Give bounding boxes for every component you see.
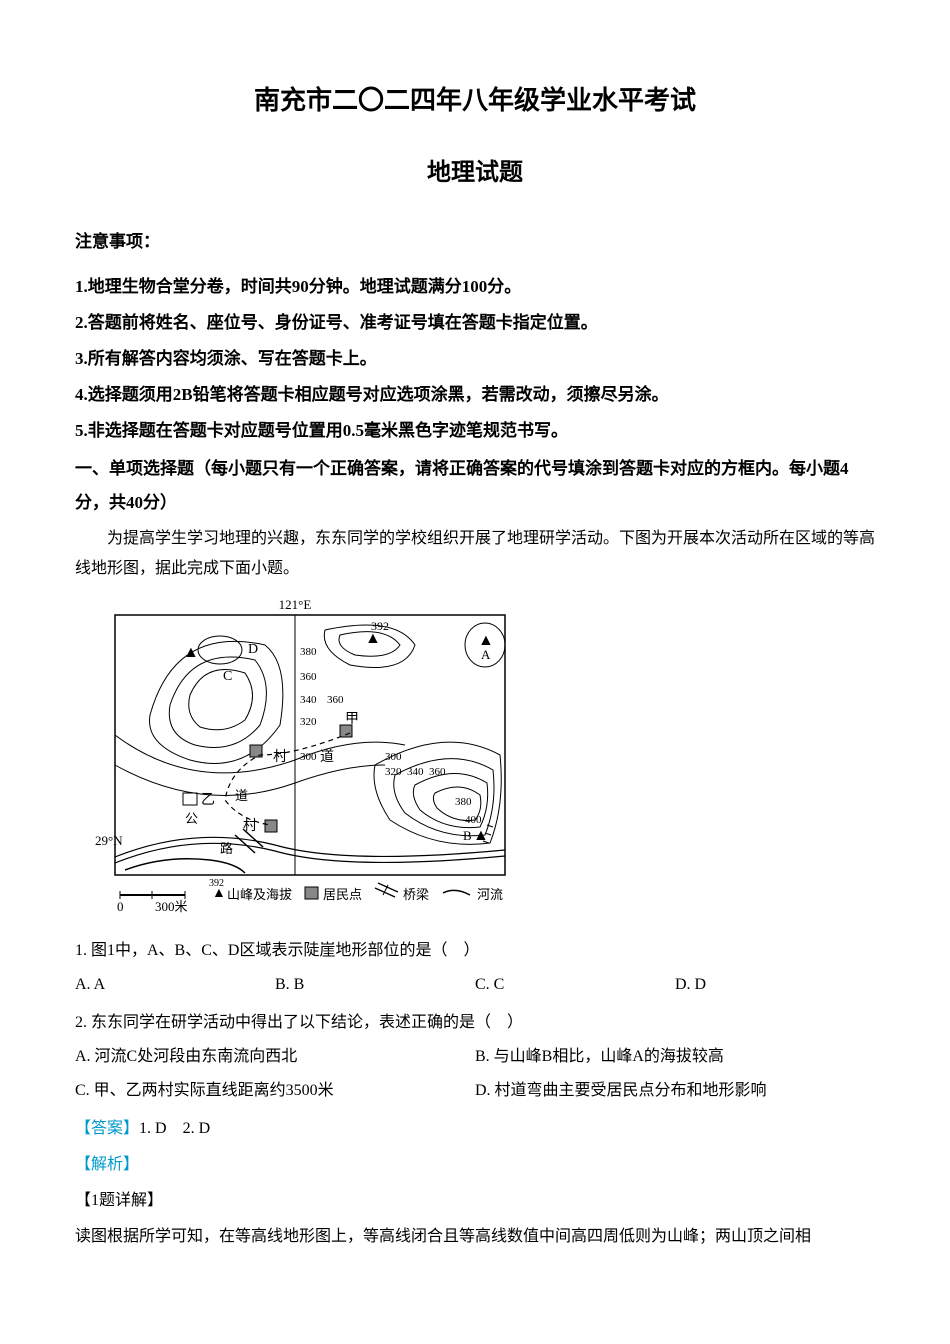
svg-text:村: 村: [273, 749, 287, 765]
svg-text:道: 道: [320, 749, 334, 765]
answer-label: 【答案】: [75, 1120, 139, 1137]
svg-text:360: 360: [300, 671, 317, 683]
question-2: 2. 东东同学在研学活动中得出了以下结论，表述正确的是（ ）: [75, 1007, 875, 1039]
section-header: 一、单项选择题（每小题只有一个正确答案，请将正确答案的代号填涂到答题卡对应的方框…: [75, 452, 875, 520]
svg-text:▲: ▲: [183, 644, 199, 661]
answer-line: 【答案】1. D 2. D: [75, 1113, 875, 1145]
svg-text:山峰及海拔: 山峰及海拔: [227, 887, 292, 902]
svg-text:300: 300: [300, 751, 317, 763]
label-A: A: [481, 647, 491, 662]
notice-5: 5.非选择题在答题卡对应题号位置用0.5毫米黑色字迹笔规范书写。: [75, 414, 875, 448]
svg-text:路: 路: [220, 841, 233, 856]
lon-label: 121°E: [279, 597, 312, 612]
explanation-text: 读图根据所学可知，在等高线地形图上，等高线闭合且等高线数值中间高四周低则为山峰；…: [75, 1221, 875, 1253]
svg-text:340: 340: [407, 766, 424, 778]
svg-text:392: 392: [209, 878, 224, 889]
q1-options: A. A B. B C. C D. D: [75, 969, 875, 1001]
notice-4: 4.选择题须用2B铅笔将答题卡相应题号对应选项涂黑，若需改动，须擦尽另涂。: [75, 378, 875, 412]
label-D: D: [248, 642, 258, 657]
answer-text: 1. D 2. D: [139, 1120, 210, 1137]
notice-1: 1.地理生物合堂分卷，时间共90分钟。地理试题满分100分。: [75, 270, 875, 304]
q1-option-c: C. C: [475, 969, 675, 1001]
svg-text:320: 320: [385, 766, 402, 778]
notice-header: 注意事项：: [75, 227, 875, 252]
svg-text:380: 380: [455, 796, 472, 808]
svg-text:300: 300: [385, 751, 402, 763]
q1-option-b: B. B: [275, 969, 475, 1001]
lat-label: 29°N: [95, 833, 123, 848]
q2-options: A. 河流C处河段由东南流向西北 B. 与山峰B相比，山峰A的海拔较高 C. 甲…: [75, 1039, 875, 1107]
svg-text:0: 0: [117, 899, 124, 914]
svg-text:公: 公: [185, 811, 198, 826]
svg-text:392: 392: [371, 619, 389, 633]
q2-option-d: D. 村道弯曲主要受居民点分布和地形影响: [475, 1075, 875, 1107]
q2-option-c: C. 甲、乙两村实际直线距离约3500米: [75, 1075, 475, 1107]
label-B: B: [463, 828, 472, 843]
svg-text:400: 400: [465, 814, 482, 826]
q1-option-d: D. D: [675, 969, 875, 1001]
analysis-label: 【解析】: [75, 1149, 875, 1181]
svg-text:340: 340: [300, 694, 317, 706]
intro-text: 为提高学生学习地理的兴趣，东东同学的学校组织开展了地理研学活动。下图为开展本次活…: [75, 524, 875, 585]
svg-text:360: 360: [327, 694, 344, 706]
topographic-map: 121°E 29°N ▲ D ▲ 392 ▲ A ▲ B: [75, 595, 875, 925]
label-C: C: [223, 669, 232, 684]
q2-option-b: B. 与山峰B相比，山峰A的海拔较高: [475, 1041, 875, 1073]
svg-text:桥梁: 桥梁: [403, 887, 429, 902]
q2-option-a: A. 河流C处河段由东南流向西北: [75, 1041, 475, 1073]
svg-text:360: 360: [429, 766, 446, 778]
svg-text:乙: 乙: [201, 792, 215, 808]
notice-3: 3.所有解答内容均须涂、写在答题卡上。: [75, 342, 875, 376]
svg-text:380: 380: [300, 646, 317, 658]
svg-text:300米: 300米: [155, 899, 188, 914]
question-1: 1. 图1中，A、B、C、D区域表示陡崖地形部位的是（ ）: [75, 935, 875, 967]
svg-text:道: 道: [235, 788, 248, 803]
svg-text:▲: ▲: [473, 827, 489, 844]
detail-1-label: 【1题详解】: [75, 1185, 875, 1217]
map-svg: 121°E 29°N ▲ D ▲ 392 ▲ A ▲ B: [95, 595, 525, 925]
subject-title: 地理试题: [75, 152, 875, 187]
svg-text:河流: 河流: [477, 887, 503, 902]
notice-2: 2.答题前将姓名、座位号、身份证号、准考证号填在答题卡指定位置。: [75, 306, 875, 340]
svg-text:320: 320: [300, 716, 317, 728]
q1-option-a: A. A: [75, 969, 275, 1001]
exam-title: 南充市二〇二四年八年级学业水平考试: [75, 80, 875, 117]
svg-text:居民点: 居民点: [323, 887, 362, 902]
